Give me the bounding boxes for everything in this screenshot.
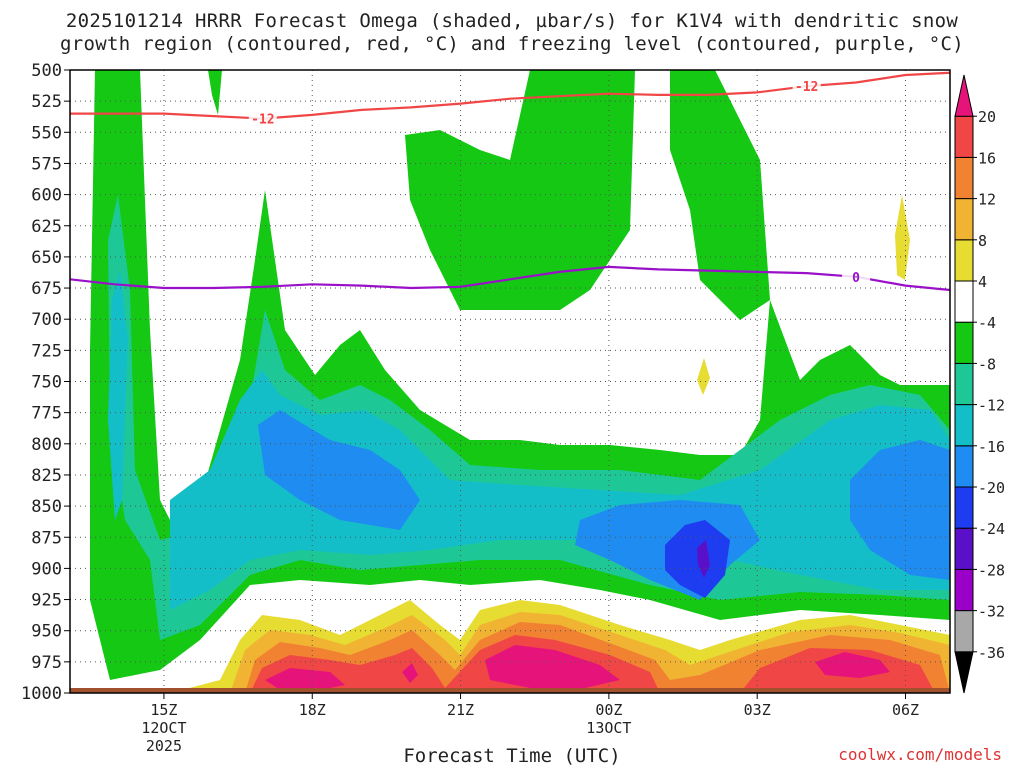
chart-title-line-1: 2025101214 HRRR Forecast Omega (shaded, … xyxy=(65,10,959,32)
contour-freezing xyxy=(70,265,950,292)
y-tick-label: 750 xyxy=(31,373,62,393)
y-tick-label: 925 xyxy=(31,591,62,611)
omega-band-minus16 xyxy=(258,410,950,600)
x-tick-label: 2025 xyxy=(146,737,182,755)
y-tick-label: 550 xyxy=(31,123,62,143)
x-tick-label: 18Z xyxy=(299,701,326,719)
contour-label-freezing: 0 xyxy=(852,271,860,286)
colorbar-cell xyxy=(954,527,974,570)
colorbar-tick-label: 12 xyxy=(978,191,996,209)
omega-band-minus20 xyxy=(665,520,730,598)
colorbar-tick-label: 20 xyxy=(978,108,996,126)
contour-label-dendritic: -12 xyxy=(795,80,818,95)
colorbar-cell xyxy=(954,486,974,529)
colorbar-tick-label: -20 xyxy=(978,479,1005,497)
colorbar-tick-label: -28 xyxy=(978,561,1005,579)
colorbar-cell xyxy=(954,156,974,200)
colorbar-tick-label: -12 xyxy=(978,397,1005,415)
x-tick-label: 06Z xyxy=(892,701,919,719)
colorbar-cell xyxy=(954,445,974,488)
colorbar-tick-label: -32 xyxy=(978,603,1005,621)
colorbar: 20 16 12 8 4 -4 -8 -12 -16 -20 -24 -28 -32 -36 xyxy=(954,74,1005,694)
colorbar-cell xyxy=(954,362,974,406)
omega-shading xyxy=(90,70,950,693)
ground-strip xyxy=(70,688,950,693)
omega-band-minus4-tongue xyxy=(208,70,222,115)
contour-label-bg xyxy=(248,110,277,127)
y-tick-label: 775 xyxy=(31,404,62,424)
colorbar-tick-label: -16 xyxy=(978,438,1005,456)
colorbar-cell xyxy=(954,321,974,364)
colorbar-cell xyxy=(954,610,974,653)
y-tick-label: 1000 xyxy=(21,684,62,704)
y-tick-label: 975 xyxy=(31,653,62,673)
y-tick-label: 675 xyxy=(31,279,62,299)
omega-band-minus4-upper xyxy=(405,70,635,310)
y-tick-label: 800 xyxy=(31,435,62,455)
colorbar-cell xyxy=(954,74,974,117)
y-tick-label: 500 xyxy=(31,61,62,81)
colorbar-cell xyxy=(954,280,974,323)
y-tick-label: 900 xyxy=(31,559,62,579)
omega-band-plus20 xyxy=(265,645,890,690)
contour-dendritic xyxy=(70,71,950,120)
colorbar-tick-label: -24 xyxy=(978,520,1005,538)
colorbar-tick-label: 8 xyxy=(978,232,987,250)
x-tick-label: 15Z xyxy=(150,701,177,719)
colorbar-cell xyxy=(954,115,974,158)
x-tick-label: 00Z xyxy=(595,701,622,719)
y-tick-label: 725 xyxy=(31,341,62,361)
colorbar-cell xyxy=(954,198,974,241)
colorbar-tick-label: -8 xyxy=(978,355,996,373)
y-tick-label: 700 xyxy=(31,310,62,330)
contour-lines: -12 -12 0 xyxy=(70,71,950,292)
x-tick-label: 21Z xyxy=(447,701,474,719)
colorbar-tick-label: -36 xyxy=(978,644,1005,662)
colorbar-cell xyxy=(954,404,974,447)
x-axis-label: Forecast Time (UTC) xyxy=(403,745,621,767)
x-tick-label: 03Z xyxy=(744,701,771,719)
colorbar-cell xyxy=(954,568,974,612)
y-axis: 500 525 550 575 600 625 650 675 700 725 750 775 800 8… xyxy=(21,61,70,704)
site-watermark: coolwx.com/models xyxy=(838,745,1002,764)
y-tick-label: 825 xyxy=(31,466,62,486)
colorbar-cell xyxy=(954,239,974,282)
y-tick-label: 525 xyxy=(31,92,62,112)
y-tick-label: 575 xyxy=(31,154,62,174)
contour-label-bg xyxy=(792,78,821,95)
contour-label-dendritic: -12 xyxy=(251,113,274,128)
y-tick-label: 600 xyxy=(31,186,62,206)
y-tick-label: 850 xyxy=(31,497,62,517)
x-tick-label: 13OCT xyxy=(586,719,631,737)
y-tick-label: 625 xyxy=(31,217,62,237)
contour-label-bg xyxy=(842,268,871,285)
chart-title-line-2: growth region (contoured, red, °C) and f… xyxy=(60,33,964,55)
colorbar-cell xyxy=(954,651,974,694)
y-tick-label: 950 xyxy=(31,622,62,642)
colorbar-tick-label: 16 xyxy=(978,149,996,167)
colorbar-tick-label: 4 xyxy=(978,273,987,291)
colorbar-tick-label: -4 xyxy=(978,314,996,332)
y-tick-label: 650 xyxy=(31,248,62,268)
x-tick-label: 12OCT xyxy=(141,719,186,737)
y-tick-label: 875 xyxy=(31,528,62,548)
grid-lines xyxy=(70,70,950,693)
